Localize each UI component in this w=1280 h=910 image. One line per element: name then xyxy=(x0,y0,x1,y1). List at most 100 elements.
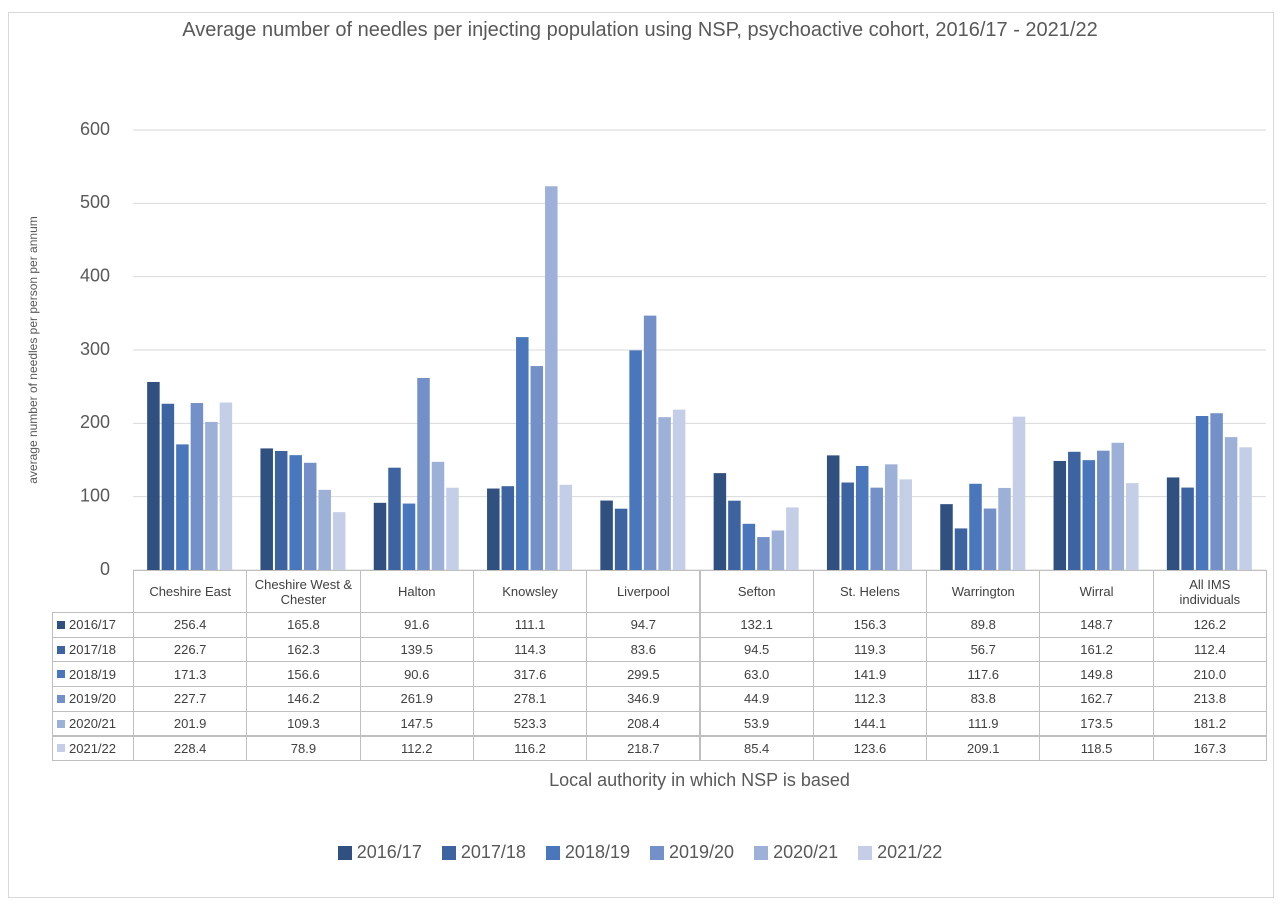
table-cell: 209.1 xyxy=(926,735,1041,762)
table-cell: 141.9 xyxy=(812,661,928,688)
bar xyxy=(884,464,898,570)
bar xyxy=(728,500,741,570)
bar xyxy=(501,486,515,570)
table-header-cell: Cheshire West & Chester xyxy=(246,570,361,613)
y-tick-label: 400 xyxy=(80,265,110,285)
legend-label: 2017/18 xyxy=(460,842,526,862)
bar xyxy=(190,403,204,570)
table-cell: 148.7 xyxy=(1039,612,1154,638)
table-header-cell: St. Helens xyxy=(812,570,928,613)
bar xyxy=(289,455,302,570)
table-cell: 162.3 xyxy=(246,636,361,663)
table-cell: 171.3 xyxy=(133,661,248,688)
table-cell: 83.8 xyxy=(926,686,1041,712)
bar xyxy=(954,528,968,570)
y-axis-label: average number of needles per person per… xyxy=(26,216,40,484)
table-cell: 317.6 xyxy=(472,661,588,688)
series-name: 2017/18 xyxy=(69,642,116,658)
bar xyxy=(1012,416,1026,570)
table-cell: 181.2 xyxy=(1152,710,1267,737)
table-cell: 44.9 xyxy=(699,686,814,712)
bar xyxy=(147,381,160,570)
table-cell: 112.4 xyxy=(1152,636,1267,663)
table-row-header: 2021/22 xyxy=(52,735,134,762)
table-header-cell: Knowsley xyxy=(472,570,588,613)
bar xyxy=(855,465,869,570)
table-header-cell: Liverpool xyxy=(586,570,701,613)
bar xyxy=(600,500,613,570)
bar xyxy=(983,508,997,570)
bar xyxy=(1166,477,1180,570)
legend-key xyxy=(57,670,65,679)
table-cell: 53.9 xyxy=(699,710,814,737)
bar xyxy=(431,461,445,570)
legend-item: 2020/21 xyxy=(754,842,838,863)
bar xyxy=(274,450,288,570)
table-cell: 201.9 xyxy=(133,710,248,737)
table-cell: 167.3 xyxy=(1152,735,1267,762)
bar xyxy=(786,507,799,570)
table-header-cell: Cheshire East xyxy=(133,570,248,613)
legend-label: 2016/17 xyxy=(356,842,422,862)
table-cell: 523.3 xyxy=(472,710,588,737)
bar xyxy=(757,537,770,570)
bar xyxy=(713,473,727,570)
table-cell: 139.5 xyxy=(359,636,474,663)
table-cell: 112.2 xyxy=(359,735,474,762)
table-row-header: 2016/17 xyxy=(52,612,134,638)
table-header-cell: Wirral xyxy=(1039,570,1154,613)
legend-item: 2016/17 xyxy=(337,842,422,863)
bar xyxy=(998,487,1011,570)
bar xyxy=(1224,437,1238,570)
series-name: 2020/21 xyxy=(69,716,116,732)
table-header-cell: Sefton xyxy=(699,570,814,613)
bar xyxy=(516,337,529,570)
bar xyxy=(260,448,273,570)
series-name: 2021/22 xyxy=(69,740,116,756)
legend-swatch xyxy=(337,845,352,860)
table-header-cell: Warrington xyxy=(926,570,1041,613)
table-cell: 156.3 xyxy=(812,612,928,638)
series-name: 2018/19 xyxy=(69,666,116,682)
table-cell: 156.6 xyxy=(246,661,361,688)
table-cell: 78.9 xyxy=(246,735,361,762)
table-header-cell: Halton xyxy=(359,570,474,613)
table-cell: 118.5 xyxy=(1039,735,1154,762)
table-cell: 261.9 xyxy=(359,686,474,712)
y-tick-label: 300 xyxy=(80,339,110,359)
legend-label: 2021/22 xyxy=(877,842,943,862)
chart-title: Average number of needles per injecting … xyxy=(182,19,1098,41)
bar xyxy=(219,402,233,570)
y-tick-label: 100 xyxy=(80,485,110,505)
bar xyxy=(303,462,317,570)
table-row-header: 2017/18 xyxy=(52,636,134,663)
table-cell: 213.8 xyxy=(1152,686,1267,712)
table-cell: 109.3 xyxy=(246,710,361,737)
table-cell: 111.9 xyxy=(926,710,1041,737)
bar xyxy=(969,483,982,570)
table-cell: 63.0 xyxy=(699,661,814,688)
legend-item: 2017/18 xyxy=(441,842,526,863)
bar xyxy=(1068,451,1081,570)
bar xyxy=(841,482,854,570)
y-tick-label: 0 xyxy=(100,559,110,579)
legend-swatch xyxy=(650,845,664,860)
bar xyxy=(742,523,756,570)
table-cell: 132.1 xyxy=(699,612,814,638)
table-cell: 144.1 xyxy=(812,710,928,737)
bar xyxy=(318,489,331,570)
table-cell: 173.5 xyxy=(1039,710,1154,737)
bar xyxy=(373,502,387,570)
legend: 2016/17 2017/18 2018/19 2019/20 2020/21 2021/… xyxy=(0,842,1280,863)
table-row-header: 2018/19 xyxy=(52,661,134,688)
legend-key xyxy=(57,719,65,728)
table-cell: 161.2 xyxy=(1039,636,1154,663)
bar xyxy=(1181,487,1194,570)
table-cell: 94.7 xyxy=(586,612,701,638)
legend-key xyxy=(57,744,65,753)
table-row-header: 2019/20 xyxy=(52,686,134,712)
table-cell: 210.0 xyxy=(1152,661,1267,688)
series-name: 2019/20 xyxy=(69,691,116,707)
bar xyxy=(1195,416,1209,570)
bar xyxy=(1210,413,1223,570)
